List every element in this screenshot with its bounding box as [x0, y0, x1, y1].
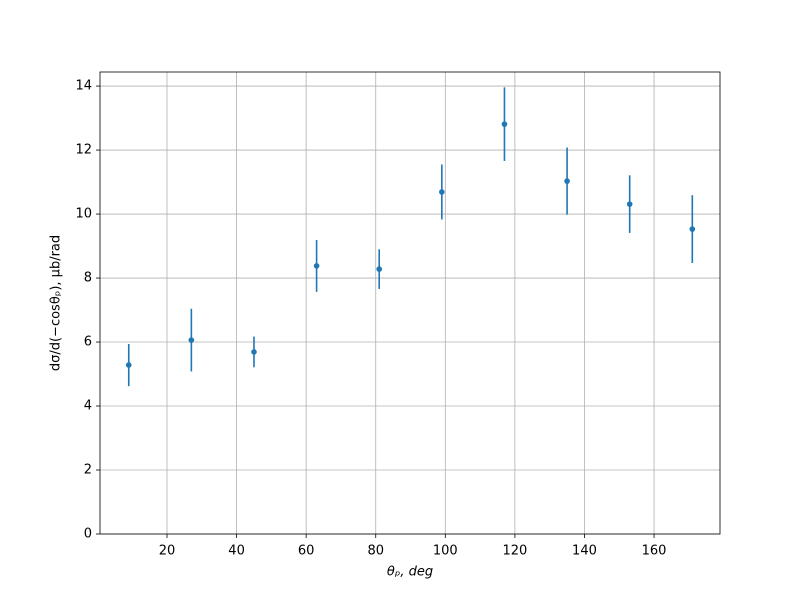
data-point	[125, 362, 132, 368]
y-tick-label: 2	[84, 463, 92, 478]
x-tick-label: 40	[228, 544, 245, 559]
y-tick-label: 8	[84, 271, 92, 286]
x-tick-label: 60	[298, 544, 315, 559]
y-tick-label: 14	[75, 79, 92, 94]
plot-frame	[99, 71, 721, 535]
data-point	[251, 349, 257, 355]
y-tick-label: 4	[84, 399, 92, 414]
y-tick-label: 0	[84, 527, 92, 542]
data-point	[376, 266, 383, 272]
data-point	[564, 178, 570, 184]
x-tick-label: 140	[572, 544, 597, 559]
x-tick-label: 120	[502, 544, 527, 559]
data-point	[188, 337, 195, 343]
data-point	[689, 226, 696, 232]
x-tick-label: 80	[367, 544, 384, 559]
data-point	[501, 121, 508, 127]
y-tick-label: 12	[75, 143, 92, 158]
data-point	[439, 189, 445, 195]
data-point	[626, 201, 633, 207]
data-point	[313, 263, 320, 269]
y-tick-label: 6	[84, 335, 92, 350]
y-axis-label: dσ/d(−cosθₚ), μb/rad	[49, 235, 64, 371]
x-tick-label: 160	[642, 544, 667, 559]
y-tick-label: 10	[75, 207, 92, 222]
x-tick-label: 20	[159, 544, 176, 559]
x-tick-label: 100	[433, 544, 458, 559]
x-axis-label: θₚ, deg	[387, 565, 433, 580]
